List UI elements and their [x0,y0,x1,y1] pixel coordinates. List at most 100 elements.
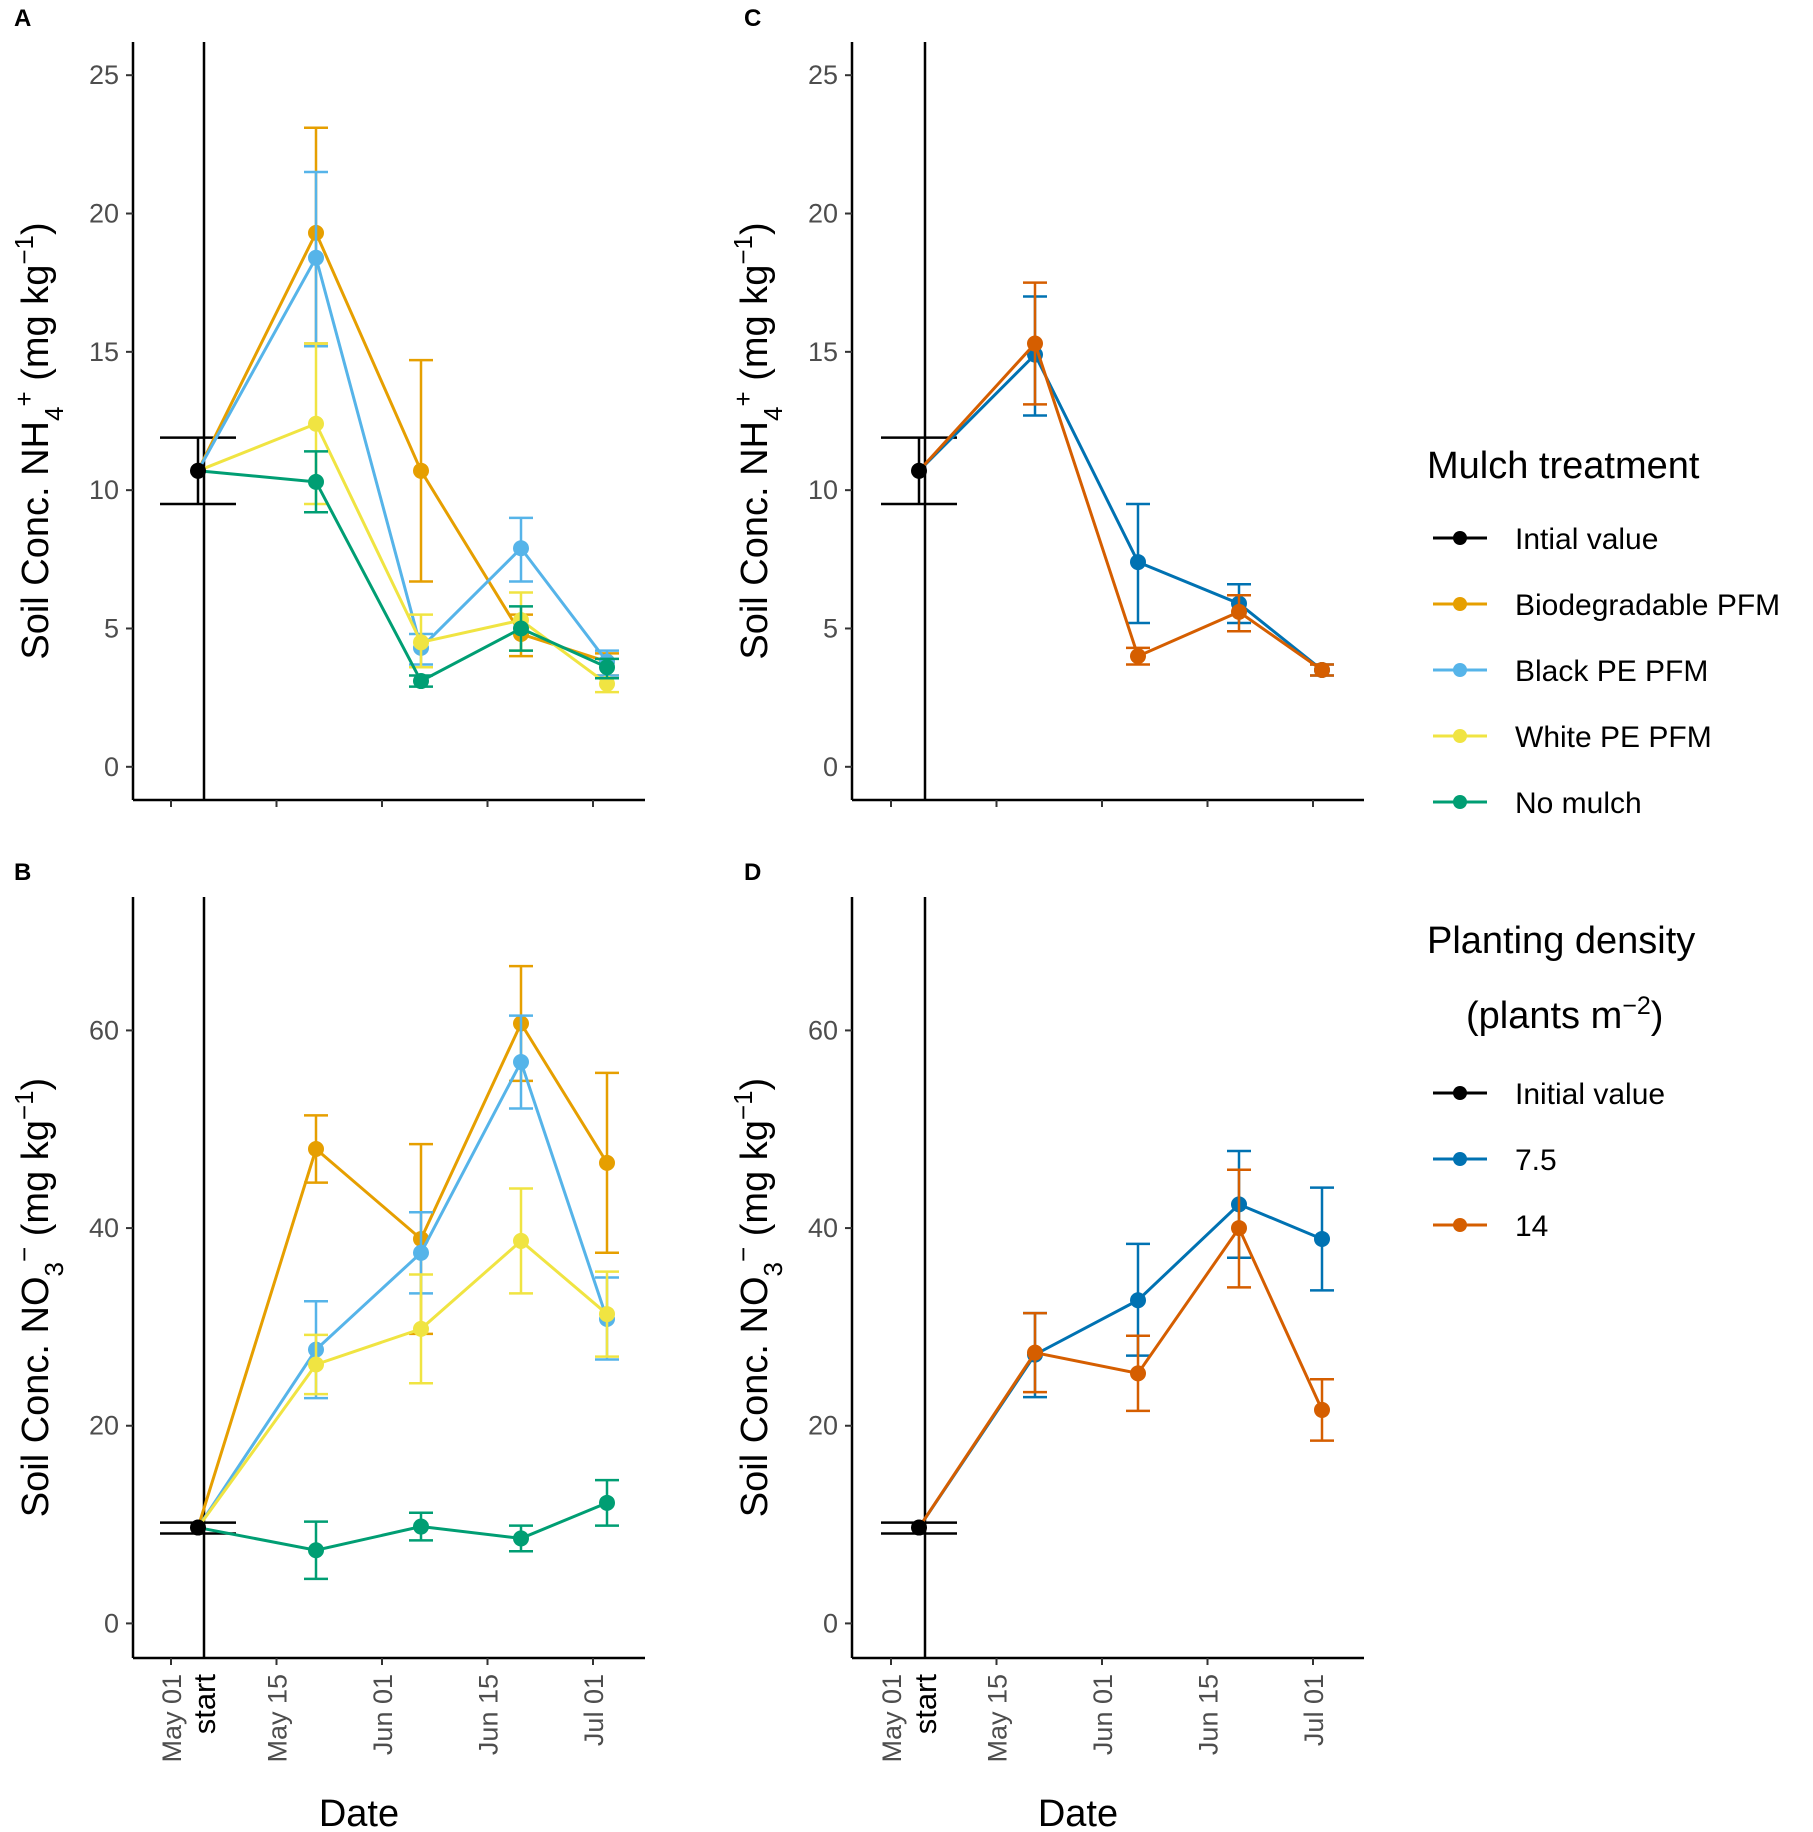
x-tick-label: Jun 15 [1194,1674,1224,1755]
legend-density-subtitle: (plants m−2) [1466,992,1663,1037]
data-point [1314,661,1330,678]
legend-mulch-label: White PE PFM [1515,721,1712,754]
y-tick-label: 15 [808,337,838,367]
x-tick-label: Jun 15 [474,1674,504,1755]
panel-letter: A [14,5,31,32]
legend-mulch-item: Biodegradable PFM [1433,589,1780,622]
y-axis-title-main: Soil Conc. NH [734,421,776,660]
legend-density-title: Planting density [1427,920,1695,962]
legend-density-label: 7.5 [1515,1144,1557,1177]
y-axis-title-sup: + [728,391,758,406]
y-tick-label: 0 [823,1608,838,1638]
panel-letter: D [744,859,761,886]
y-tick-label: 10 [808,475,838,505]
y-tick-label: 20 [808,199,838,229]
y-tick-label: 0 [104,1608,119,1638]
data-point [308,1542,324,1559]
legend-mulch-key-point [1453,531,1467,545]
y-tick-label: 25 [89,60,119,90]
data-point [413,462,429,479]
data-point [308,1356,324,1373]
data-point [513,1530,529,1547]
legend-mulch-item: White PE PFM [1433,721,1712,754]
series-no-mulch [197,1478,619,1581]
y-tick-label: 10 [89,475,119,505]
y-axis-title-sup: − [9,1247,39,1262]
y-axis-title-unit-sup: −1 [9,235,39,265]
legend-mulch-item: No mulch [1433,787,1642,820]
x-axis-title: Date [1038,1793,1118,1832]
y-axis-title-sup: − [728,1247,758,1262]
legend-density-key-point [1453,1218,1467,1232]
data-point [413,673,429,690]
data-point [308,249,324,266]
y-axis-title-main: Soil Conc. NO [734,1276,776,1517]
data-point [413,1518,429,1535]
y-axis-title: Soil Conc. NH4+ (mg kg−1) [9,222,69,659]
initial-point [911,462,927,479]
y-tick-label: 40 [89,1213,119,1243]
panel-a: A 0 5 10 15 20 25 Soil Conc. NH4+ (mg kg−1) [9,5,645,807]
panel-d: D 0 20 40 60 May 01 May 15 Jun 01 Jun 15 Jul 01 st… [728,859,1364,1832]
panel-letter: B [14,859,31,886]
legend-mulch-key-point [1453,663,1467,677]
legend-density: Planting density (plants m−2) Initial va… [1427,920,1695,1243]
y-axis-title-sub: 3 [758,1262,788,1276]
data-point [308,473,324,490]
y-tick-label: 5 [104,613,119,643]
y-axis-title-unit-sup: −1 [728,235,758,265]
y-axis-title-unit: (mg kg [734,265,776,392]
y-axis-title-unit-sup: −1 [728,1090,758,1120]
data-point [599,1306,615,1323]
y-axis-title: Soil Conc. NO3− (mg kg−1) [9,1078,69,1517]
y-axis-title-unit: (mg kg [15,265,57,392]
data-point [1231,1220,1247,1237]
y-axis-title-sub: 4 [758,407,788,421]
y-axis-title-main: Soil Conc. NO [15,1276,57,1517]
legend-density-label: Initial value [1515,1078,1665,1111]
data-point [599,675,615,692]
x-tick-label: Jul 01 [1299,1674,1329,1746]
legend-density-item: Initial value [1433,1078,1665,1111]
legend-density-subtitle-post: ) [1651,995,1664,1037]
start-label: start [187,1674,222,1735]
legend-mulch-label: No mulch [1515,787,1642,820]
y-axis-title-unit-close: ) [15,1078,57,1091]
data-point [1314,1230,1330,1247]
x-tick-label: Jun 01 [368,1674,398,1755]
y-tick-label: 20 [808,1411,838,1441]
x-tick-label: Jul 01 [579,1674,609,1746]
y-tick-label: 20 [89,199,119,229]
start-label: start [908,1674,943,1735]
legend-density-key-point [1453,1086,1467,1100]
y-axis-title-unit-close: ) [734,1078,776,1091]
initial-point [190,462,206,479]
panel-b: B 0 20 40 60 May 01 May 15 Jun 01 Jun 15 Jul 01 st… [9,859,645,1832]
data-point [513,540,529,557]
y-tick-label: 15 [89,337,119,367]
series-14 [917,1168,1334,1529]
y-axis-title: Soil Conc. NH4+ (mg kg−1) [728,222,788,659]
data-point [513,1054,529,1071]
y-axis-title-unit-close: ) [15,222,57,235]
initial-point [190,1519,206,1536]
y-axis-title-sub: 4 [39,407,69,421]
y-axis-title-unit: (mg kg [15,1120,57,1247]
legend-mulch-label: Biodegradable PFM [1515,589,1780,622]
data-point [1231,603,1247,620]
y-tick-label: 60 [89,1015,119,1045]
legend-mulch-label: Black PE PFM [1515,655,1708,688]
y-tick-label: 5 [823,613,838,643]
data-point [413,1244,429,1261]
legend-density-subtitle-pre: (plants m [1466,995,1622,1037]
x-tick-label: Jun 01 [1088,1674,1118,1755]
data-point [513,620,529,637]
y-axis-title-unit: (mg kg [734,1120,776,1247]
y-tick-label: 20 [89,1411,119,1441]
data-point [308,1141,324,1158]
data-point [1130,554,1146,571]
y-tick-label: 25 [808,60,838,90]
data-point [513,1232,529,1249]
series-white-pe-pfm [196,1187,619,1529]
